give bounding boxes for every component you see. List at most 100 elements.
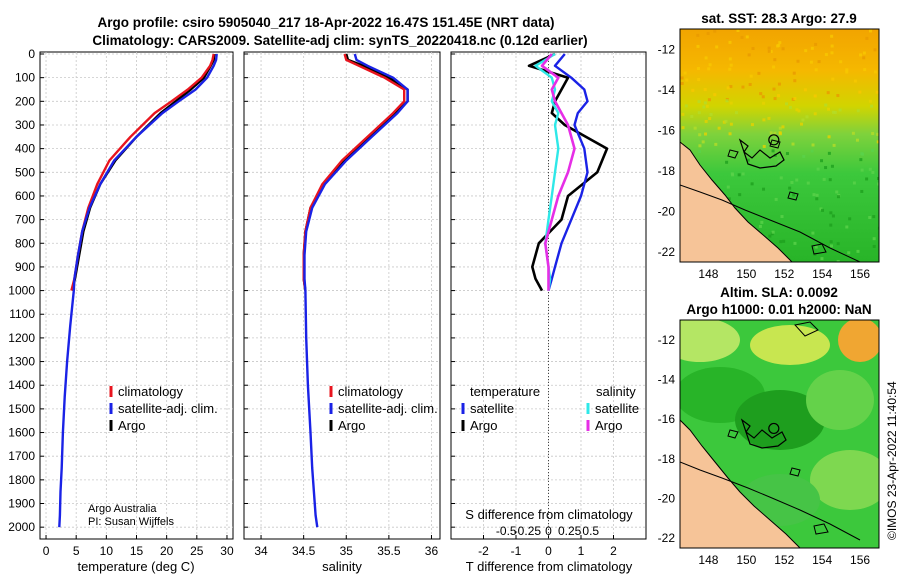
sst-speckle [680,29,879,262]
sst-speckle-cell [792,193,796,197]
sst-speckle-cell [809,60,813,64]
sst-speckle-cell [855,138,859,142]
sst-speckle-cell [870,148,874,152]
sst-speckle-cell [830,164,834,168]
sst-speckle-cell [830,244,834,248]
sst-speckle-cell [684,104,688,108]
sst-speckle-cell [680,76,684,80]
sst-speckle-cell [791,97,795,101]
sst-speckle-cell [822,177,826,181]
x-tick-label: 10 [100,544,114,558]
sst-speckle-cell [741,85,745,89]
sst-speckle-cell [690,114,694,118]
sst-speckle-cell [830,44,834,48]
y-tick-label: 1600 [8,426,35,440]
sla-map-title-line2: Argo h1000: 0.01 h2000: NaN [686,302,871,317]
y-tick-label: 0 [28,47,35,61]
t-difference-xlabel: T difference from climatology [466,559,633,574]
sst-speckle-cell [728,40,732,44]
sst-speckle-cell [845,70,849,74]
sst-speckle-cell [729,85,733,89]
sst-speckle-cell [758,224,762,228]
sst-speckle-cell [769,131,773,135]
sst-speckle-cell [820,257,824,261]
x-tick-label: 5 [73,544,80,558]
y-tick-label: 1000 [8,284,35,298]
y-tick-label: 600 [15,189,35,203]
sst-speckle-cell [795,178,799,182]
sst-speckle-cell [773,97,777,101]
sst-speckle-cell [767,46,771,50]
y-tick-label: 1100 [9,307,35,321]
sst-speckle-cell [819,207,823,211]
sst-speckle-cell [749,150,753,154]
sst-speckle-cell [681,126,685,130]
sst-speckle-cell [816,167,820,171]
sst-argo-marker [768,134,780,146]
series-line-satellite-adj-clim- [58,53,218,528]
sst-speckle-cell [777,159,781,163]
sst-speckle-cell [827,135,831,139]
s-tick-label: -0.5 [496,524,517,538]
figure-title-line2: Climatology: CARS2009. Satellite-adj cli… [92,33,587,48]
y-tick-label: 200 [15,94,35,108]
legend-climatology-label: climatology [118,384,184,399]
sst-speckle-cell [785,102,789,106]
sst-speckle-cell [767,116,771,120]
sst-speckle-cell [870,104,874,108]
sst-speckle-cell [847,251,851,255]
sst-speckle-cell [704,132,708,136]
sst-speckle-cell [702,105,706,109]
sst-speckle-cell [774,197,778,201]
sst-speckle-cell [737,173,741,177]
grid-layer [40,52,646,539]
timestamp: ©IMOS 23-Apr-2022 11:40:54 [885,381,899,540]
legend-salinity-head: salinity [596,384,636,399]
sst-speckle-cell [767,49,771,53]
sst-speckle-cell [759,92,763,96]
sst-speckle-cell [697,100,701,104]
sst-speckle-cell [812,193,816,197]
sst-speckle-cell [772,65,776,69]
sst-speckle-cell [698,150,702,154]
x-tick-label: 2 [610,544,617,558]
tick-layer: 0 5 10 15 20 25 300100200300400500600700800900… [8,42,870,567]
sst-speckle-cell [824,103,828,107]
sst-speckle-cell [704,119,708,123]
map-y-tick-label: -12 [658,42,676,56]
y-tick-label: 300 [15,118,35,132]
legend-difference: temperature salinity satellite Argo sate… [461,384,639,433]
sst-speckle-cell [785,152,789,156]
sst-speckle-cell [769,50,773,54]
sst-speckle-cell [750,123,754,127]
sst-land-queensland [680,29,793,262]
sst-speckle-cell [778,41,782,45]
sla-land-queensland [680,320,801,548]
sst-speckle-cell [729,101,733,105]
sst-speckle-cell [862,56,866,60]
sst-speckle-cell [810,149,814,153]
sst-speckle-cell [836,94,840,98]
sst-speckle-cell [762,187,766,191]
sst-speckle-cell [713,29,717,33]
sst-speckle-cell [772,87,776,91]
sst-speckle-cell [811,143,815,147]
map-y-tick-label: -22 [658,245,676,259]
map-y-tick-label: -18 [658,452,676,466]
sla-reef-outline-4 [813,523,829,535]
map-x-tick-label: 154 [812,267,832,281]
sst-speckle-cell [845,68,849,72]
map-y-tick-label: -22 [658,531,676,545]
sst-speckle-cell [681,112,685,116]
sst-speckle-cell [851,131,855,135]
credit-line2: PI: Susan Wijffels [88,516,174,528]
sst-map-frame [679,28,880,263]
sst-speckle-cell [831,77,835,81]
sst-speckle-cell [770,232,774,236]
sst-speckle-cell [875,90,879,94]
sst-speckle-cell [830,51,834,55]
map-y-tick-label: -20 [658,491,676,505]
sst-speckle-cell [782,239,786,243]
sst-speckle-cell [876,176,879,180]
sst-speckle-cell [824,166,828,170]
